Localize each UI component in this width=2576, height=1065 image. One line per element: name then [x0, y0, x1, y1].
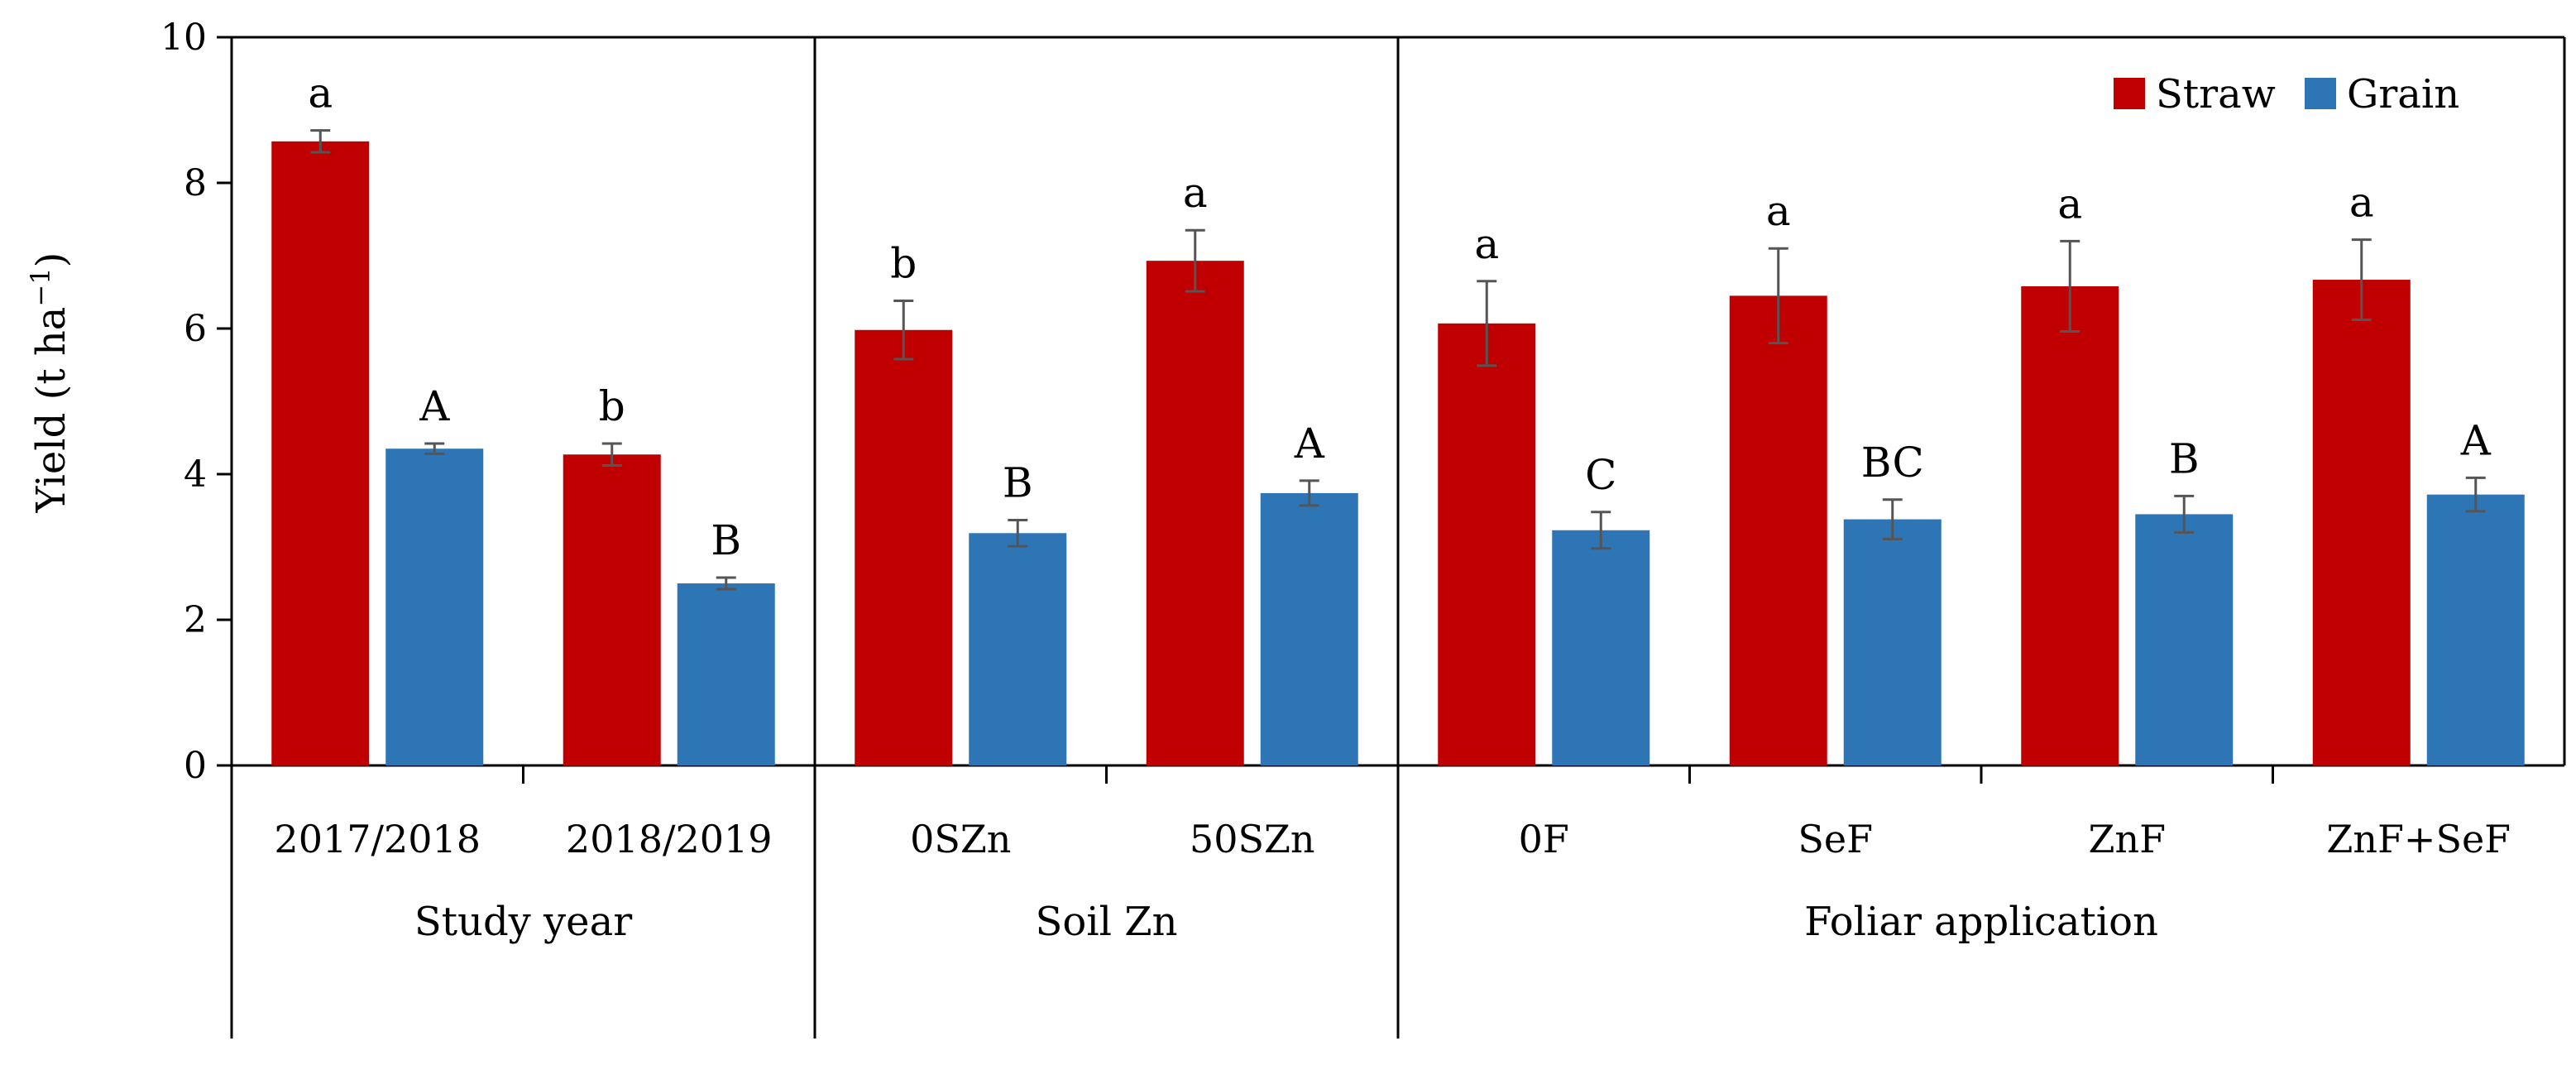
significance-letter-grain: A: [419, 382, 450, 430]
y-tick-label: 6: [184, 308, 207, 350]
y-tick-label: 10: [160, 17, 207, 59]
significance-letter-straw: a: [1183, 169, 1208, 217]
category-label: ZnF+SeF: [2326, 817, 2511, 861]
category-label: ZnF: [2088, 817, 2166, 861]
y-tick-label: 4: [184, 453, 207, 496]
bar-straw: [2312, 280, 2411, 765]
group-label: Foliar application: [1804, 899, 2158, 945]
bar-grain: [1843, 519, 1942, 765]
bar-straw: [855, 329, 953, 765]
legend-label-grain: Grain: [2347, 71, 2459, 118]
legend: Straw Grain: [2114, 71, 2459, 118]
group-label: Soil Zn: [1035, 899, 1177, 945]
legend-swatch-grain: [2305, 78, 2336, 109]
y-axis-title-sup: −1: [25, 267, 56, 306]
bar-straw: [2021, 285, 2119, 766]
category-label: SeF: [1798, 817, 1873, 861]
labels-layer: Yield (t ha−1) Study year Soil Zn Foliar a…: [25, 70, 2511, 945]
bar-grain: [385, 449, 484, 765]
significance-letter-grain: A: [1294, 420, 1325, 468]
bar-grain: [1552, 530, 1650, 765]
significance-letter-grain: C: [1585, 451, 1616, 499]
significance-letter-straw: a: [1474, 220, 1499, 268]
category-label: 50SZn: [1190, 817, 1315, 861]
category-label: 0F: [1519, 817, 1569, 861]
significance-letter-straw: a: [2057, 180, 2082, 228]
y-axis-title-close: ): [28, 252, 74, 268]
group-label: Study year: [414, 899, 632, 945]
y-axis-title-main: Yield (t ha: [28, 307, 74, 514]
category-label: 0SZn: [910, 817, 1011, 861]
significance-letter-straw: b: [890, 240, 917, 288]
bar-grain: [969, 533, 1067, 765]
bar-grain: [2426, 494, 2525, 765]
y-tick-label: 0: [184, 745, 207, 787]
category-label: 2017/2018: [274, 817, 481, 861]
bar-grain: [2135, 514, 2234, 765]
significance-letter-grain: B: [1003, 458, 1033, 506]
bar-straw: [1438, 323, 1536, 766]
bar-straw: [1729, 295, 1827, 765]
y-tick-label: 2: [184, 599, 207, 641]
significance-letter-straw: b: [599, 382, 625, 430]
bar-straw: [563, 454, 661, 765]
bar-grain: [1260, 492, 1358, 765]
significance-letter-grain: B: [2169, 434, 2200, 482]
significance-letter-grain: BC: [1861, 439, 1924, 487]
legend-swatch-straw: [2114, 78, 2145, 109]
bar-straw: [271, 141, 370, 766]
y-tick-label: 8: [184, 162, 207, 204]
bar-grain: [677, 583, 775, 765]
significance-letter-straw: a: [1766, 187, 1791, 235]
significance-letter-straw: a: [308, 70, 333, 118]
significance-letter-straw: a: [2349, 179, 2374, 227]
bars-layer: [271, 129, 2525, 766]
significance-letter-grain: A: [2460, 416, 2492, 464]
significance-letter-grain: B: [711, 516, 741, 564]
bar-straw: [1146, 261, 1244, 765]
y-axis-title: Yield (t ha−1): [25, 252, 74, 514]
category-label: 2018/2019: [566, 817, 773, 861]
legend-label-straw: Straw: [2156, 71, 2276, 118]
